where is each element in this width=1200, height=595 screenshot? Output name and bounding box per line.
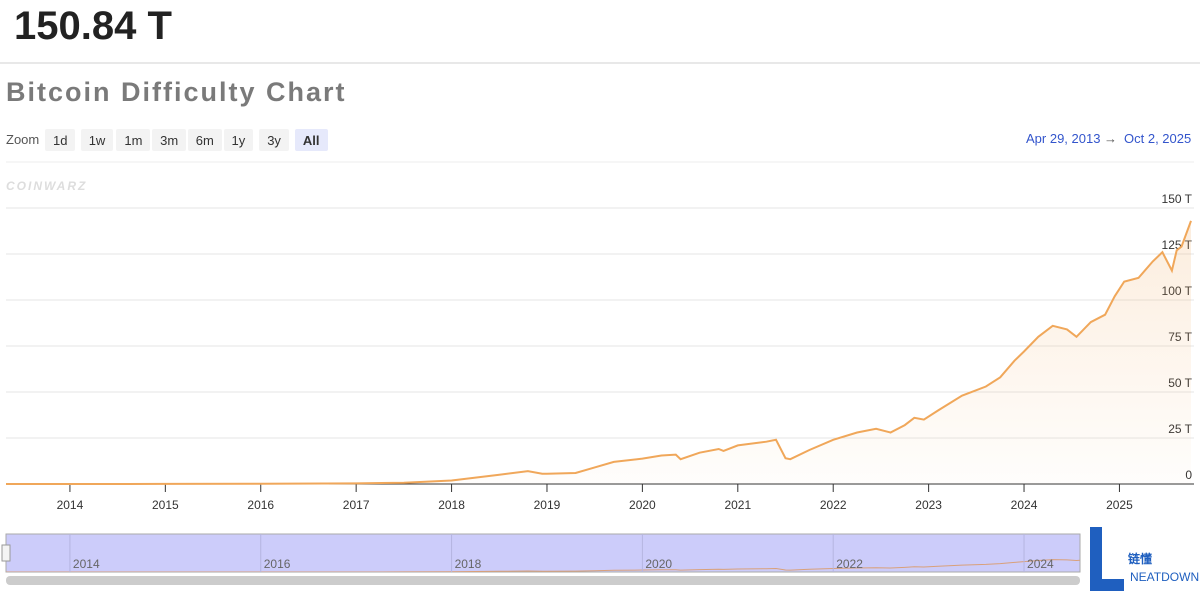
range-arrow: →: [1104, 131, 1117, 146]
separator: [0, 62, 1200, 64]
navigator-label: 2024: [1027, 557, 1054, 571]
difficulty-line: [6, 220, 1192, 485]
navigator[interactable]: [5, 533, 1081, 573]
navigator-label: 2018: [455, 557, 482, 571]
navigator-label: 2016: [264, 557, 291, 571]
navigator-label: 2020: [645, 557, 672, 571]
navigator-label: 2022: [836, 557, 863, 571]
navigator-line: [6, 559, 1080, 572]
watermark-logo: COINWARZ: [6, 179, 87, 193]
x-tick-label: 2018: [438, 498, 465, 512]
chart-title: Bitcoin Difficulty Chart: [6, 77, 347, 107]
x-tick-label: 2020: [629, 498, 656, 512]
x-tick-label: 2025: [1106, 498, 1133, 512]
zoom-button[interactable]: 1y: [223, 129, 254, 151]
zoom-label: Zoom: [6, 132, 40, 147]
x-tick-label: 2019: [534, 498, 561, 512]
range-from[interactable]: Apr 29, 2013: [1026, 131, 1101, 146]
current-difficulty: 150.84 T: [14, 4, 172, 48]
watermark-brand: 链懂: [1128, 551, 1152, 566]
zoom-button[interactable]: 1w: [80, 129, 114, 151]
zoom-button[interactable]: 3m: [152, 129, 187, 151]
y-tick-label: 150 T: [1162, 192, 1193, 206]
zoom-button[interactable]: 6m: [187, 129, 222, 151]
x-tick-label: 2022: [820, 498, 847, 512]
scrollbar[interactable]: [6, 576, 1080, 585]
area-fill: [6, 220, 1191, 484]
zoom-button[interactable]: All: [294, 129, 328, 151]
x-tick-label: 2021: [724, 498, 751, 512]
zoom-button[interactable]: 3y: [259, 129, 289, 151]
x-tick-label: 2014: [57, 498, 84, 512]
range-to[interactable]: Oct 2, 2025: [1124, 131, 1192, 146]
navigator-label: 2014: [73, 557, 100, 571]
x-tick-label: 2024: [1011, 498, 1038, 512]
x-tick-label: 2015: [152, 498, 179, 512]
x-tick-label: 2016: [247, 498, 274, 512]
navigator-handle[interactable]: [1, 544, 11, 562]
zoom-button[interactable]: 1m: [116, 129, 151, 151]
zoom-button[interactable]: 1d: [45, 129, 76, 151]
watermark-site: NEATDOWN.COM: [1130, 570, 1200, 584]
x-tick-label: 2017: [343, 498, 370, 512]
brand-icon: [1090, 527, 1124, 591]
x-tick-label: 2023: [915, 498, 942, 512]
